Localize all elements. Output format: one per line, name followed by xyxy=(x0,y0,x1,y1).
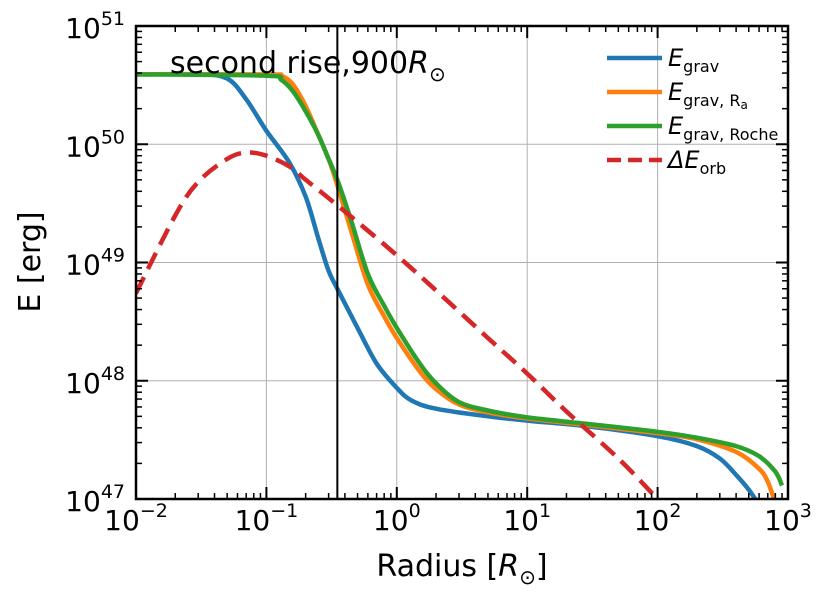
x-tick-label: 103 xyxy=(764,500,812,537)
legend-label-3: ΔEorb xyxy=(666,146,726,178)
y-tick-label: 1048 xyxy=(65,363,125,400)
y-tick-label: 1050 xyxy=(65,126,125,163)
legend-label-0: Egrav xyxy=(668,44,719,76)
y-tick-label: 1049 xyxy=(65,245,125,282)
x-tick-label: 101 xyxy=(503,500,551,537)
legend-label-2: Egrav, Roche xyxy=(668,112,778,144)
y-tick-label: 1047 xyxy=(65,481,125,518)
x-axis-label: Radius [R⊙] xyxy=(376,549,547,589)
x-tick-label: 100 xyxy=(373,500,421,537)
series-line-2 xyxy=(136,72,785,487)
grid xyxy=(136,26,788,499)
series-line-3 xyxy=(136,150,660,499)
y-tick-label: 1051 xyxy=(65,8,125,45)
legend-label-1: Egrav, Ra xyxy=(668,78,748,112)
x-tick-label: 10−2 xyxy=(104,500,168,537)
series-line-0 xyxy=(136,71,758,499)
series-group xyxy=(136,71,785,499)
annotation-text: second rise,900R⊙ xyxy=(170,46,446,86)
x-tick-label: 10−1 xyxy=(235,500,299,537)
ticks: 10−2 10−1 100 101 102 103 1047 1048 1049 1050 1051 xyxy=(65,8,812,537)
y-axis-label: E [erg] xyxy=(13,211,48,312)
x-tick-label: 102 xyxy=(634,500,682,537)
